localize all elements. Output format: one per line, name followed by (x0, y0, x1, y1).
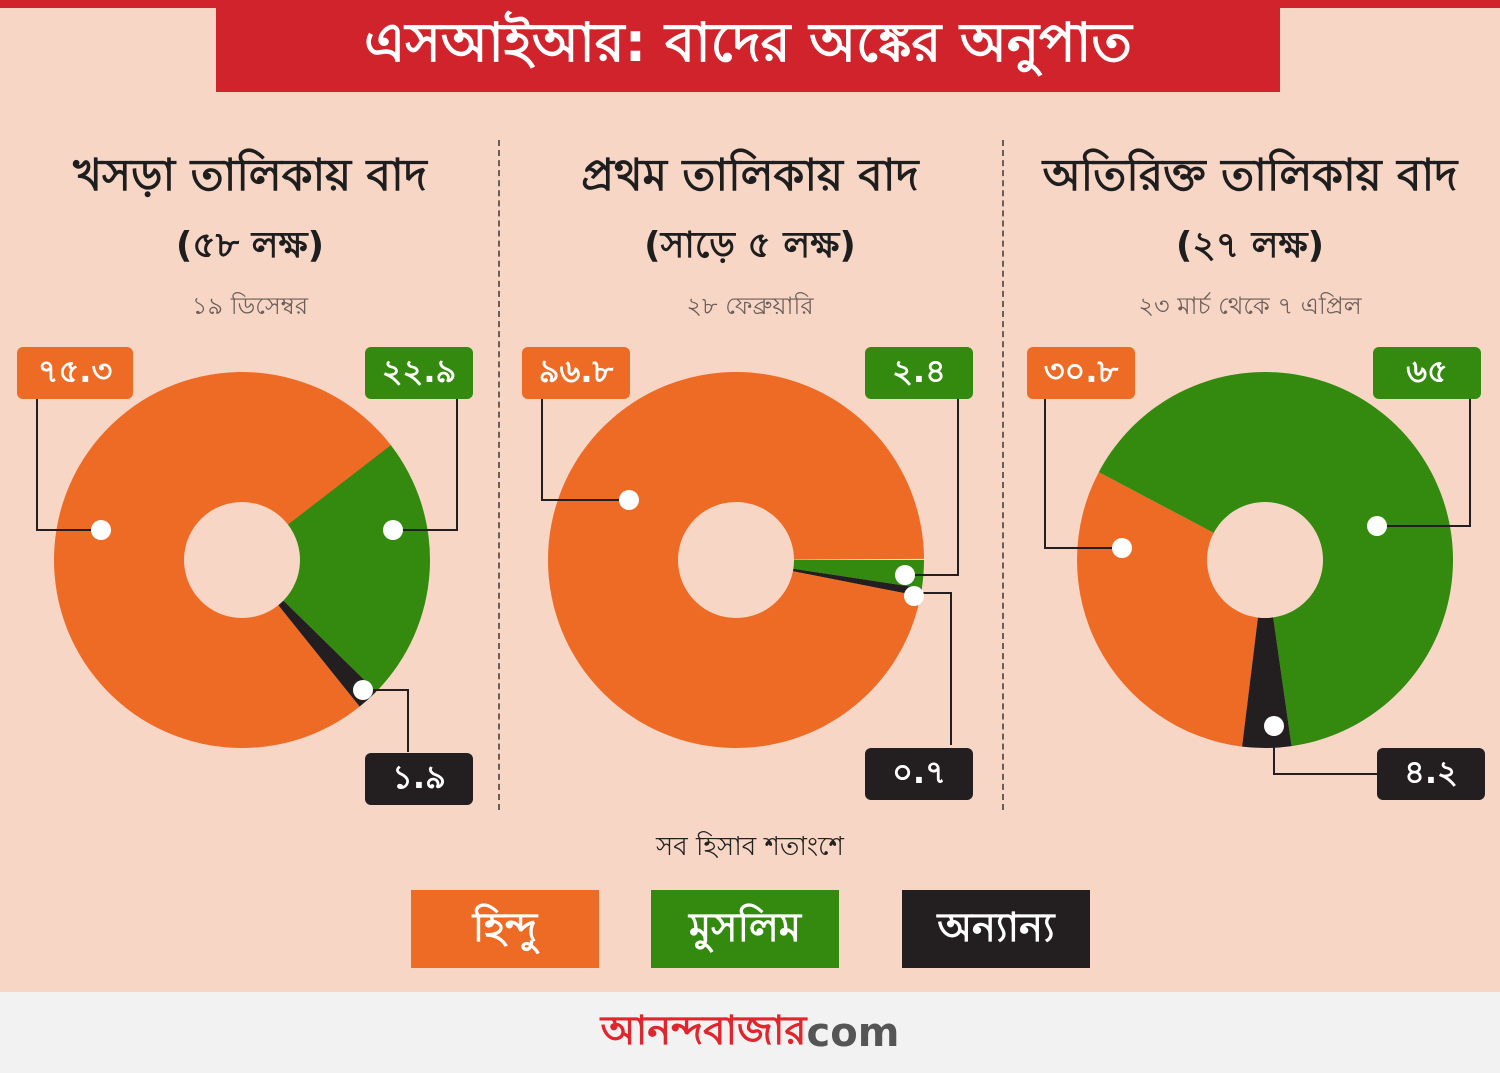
donut-segment-muslim (1098, 371, 1453, 747)
value-badge-others: ০.৭ (865, 748, 973, 800)
page-title: এসআইআর: বাদের অঙ্কের অনুপাত (364, 11, 1132, 74)
footer: আনন্দবাজার com (0, 992, 1500, 1073)
value-badge-muslim: ৬৫ (1373, 347, 1481, 399)
panel-heading: অতিরিক্ত তালিকায় বাদ (1042, 150, 1458, 201)
legend-hindu: হিন্দু (411, 890, 599, 968)
donut-chart-first (548, 371, 924, 748)
donut-segment-others (792, 568, 922, 597)
panel-date: ২৩ মার্চ থেকে ৭ এপ্রিল (1138, 292, 1362, 320)
panel-date: ১৯ ডিসেম্বর (191, 292, 309, 320)
panel-heading: খসড়া তালিকায় বাদ (73, 150, 427, 201)
leader-lines (36, 398, 1471, 775)
panel-total: (সাড়ে ৫ লক্ষ) (644, 225, 856, 266)
value-badge-muslim: ২২.৯ (365, 347, 473, 399)
donut-segment-muslim (793, 560, 924, 589)
brand-logo-suffix: com (806, 1009, 900, 1056)
legend-others: অন্যান্য (902, 890, 1090, 968)
panel-date: ২৮ ফেব্রুয়ারি (686, 292, 814, 320)
donut-chart-supplementary (1077, 371, 1453, 748)
panel-heading: প্রথম তালিকায় বাদ (581, 150, 919, 201)
marker-dots (91, 490, 1387, 736)
panel-total: (৫৮ লক্ষ) (175, 225, 325, 266)
donut-segment-others (278, 600, 377, 707)
donut-segment-others (1242, 617, 1292, 748)
value-badge-others: ১.৯ (365, 753, 473, 805)
donut-segment-muslim (283, 444, 430, 692)
panel-first-list: প্রথম তালিকায় বাদ (সাড়ে ৫ লক্ষ) ২৮ ফেব… (500, 130, 1000, 820)
legend-muslim: মুসলিম (651, 890, 839, 968)
panel-supplementary-list: অতিরিক্ত তালিকায় বাদ (২৭ লক্ষ) ২৩ মার্চ… (1000, 130, 1500, 820)
value-badge-muslim: ২.৪ (865, 347, 973, 399)
units-note: সব হিসাব শতাংশে (656, 832, 844, 862)
donut-segment-hindu (1077, 472, 1258, 747)
value-badge-hindu: ৭৫.৩ (17, 347, 133, 399)
title-banner: এসআইআর: বাদের অঙ্কের অনুপাত (216, 0, 1280, 92)
donut-segment-hindu (53, 371, 391, 748)
donut-chart-draft (53, 371, 430, 748)
dashed-divider (498, 140, 500, 810)
donut-segment-hindu (548, 371, 924, 748)
value-badge-others: ৪.২ (1377, 748, 1485, 800)
panel-total: (২৭ লক্ষ) (1175, 225, 1325, 266)
dashed-divider (1002, 140, 1004, 810)
value-badge-hindu: ৩০.৮ (1027, 347, 1135, 399)
brand-logo-text: আনন্দবাজার (600, 1008, 807, 1054)
value-badge-hindu: ৯৬.৮ (522, 347, 630, 399)
panel-draft-list: খসড়া তালিকায় বাদ (৫৮ লক্ষ) ১৯ ডিসেম্বর (0, 130, 500, 820)
